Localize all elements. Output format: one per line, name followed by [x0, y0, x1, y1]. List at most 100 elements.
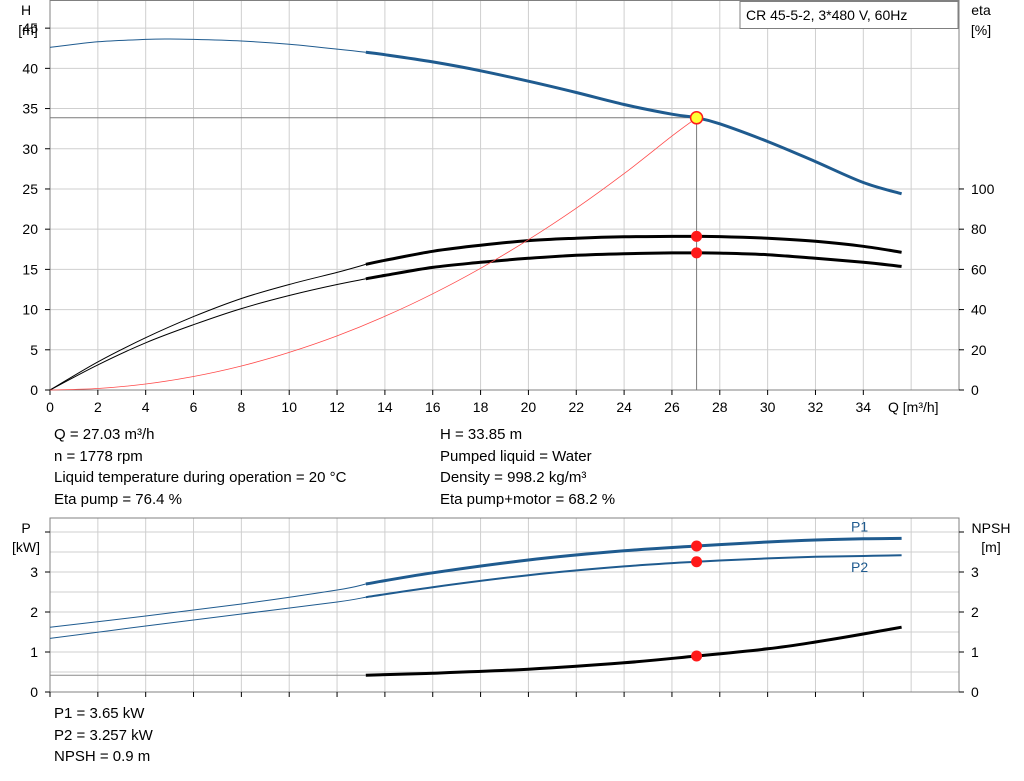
- eta-pump-readout: Eta pump = 76.4 %: [54, 490, 182, 508]
- npsh-axis-tick-label: 1: [971, 644, 979, 660]
- y-left-tick-label: 35: [22, 101, 38, 117]
- y-left-tick-label: 30: [22, 141, 38, 157]
- x-axis-label: Q [m³/h]: [888, 399, 939, 415]
- flow-readout: Q = 27.03 m³/h: [54, 426, 155, 443]
- power-npsh-chart: 0 0 1 1 2 2 3 3 P [kW] NPSH [m] P1 P2: [12, 517, 1011, 700]
- x-tick-label: 6: [190, 399, 198, 415]
- head-curve: [49, 38, 903, 196]
- power-marker: [691, 556, 703, 568]
- npsh-axis-name: NPSH: [972, 520, 1011, 536]
- y-left-tick-label: 15: [22, 261, 38, 277]
- y-right-axis-name: eta: [971, 2, 991, 18]
- power-info: P1 = 3.65 kW P2 = 3.257 kW NPSH = 0.9 m: [54, 703, 153, 768]
- system-curve: [49, 117, 697, 391]
- npsh-curve-bold: [365, 625, 902, 677]
- p2-curve-label: P2: [851, 559, 868, 575]
- x-tick-label: 14: [377, 399, 393, 415]
- p1-curve: [49, 536, 902, 628]
- x-tick-label: 0: [46, 399, 54, 415]
- x-tick-label: 32: [808, 399, 824, 415]
- eta-pump-curve-thin: [49, 263, 366, 391]
- y-right-tick-label: 0: [971, 382, 979, 398]
- npsh-axis-unit: [m]: [981, 539, 1000, 555]
- p-axis-tick-label: 0: [30, 684, 38, 700]
- y-right-axis-unit: [%]: [971, 22, 991, 38]
- y-left-axis-unit: [m]: [18, 22, 37, 38]
- x-tick-label: 4: [142, 399, 150, 415]
- chart-title-box: [739, 1, 959, 29]
- operating-info-left: Q = 27.03 m³/h n = 1778 rpm Liquid tempe…: [54, 424, 346, 510]
- power-marker: [691, 540, 703, 552]
- x-tick-label: 24: [616, 399, 632, 415]
- operating-point-marker: [689, 111, 704, 125]
- x-tick-label: 28: [712, 399, 728, 415]
- head-curve-thin: [49, 38, 366, 53]
- p1-curve-label: P1: [851, 518, 868, 534]
- p-axis-unit: [kW]: [12, 539, 40, 555]
- x-tick-label: 16: [425, 399, 441, 415]
- power-marker: [691, 650, 703, 662]
- npsh-axis-tick-label: 2: [971, 604, 979, 620]
- y-right-tick-label: 20: [971, 342, 987, 358]
- x-tick-label: 8: [237, 399, 245, 415]
- eta-marker: [691, 247, 703, 259]
- eta-pump-motor-curve-thin: [49, 278, 366, 391]
- y-right-tick-label: 40: [971, 302, 987, 318]
- p1-curve-bold: [365, 536, 902, 586]
- eta-pump-motor-curve-bold: [365, 251, 902, 281]
- eta-pump-curve: [49, 234, 902, 391]
- density-readout: Density = 998.2 kg/m³: [440, 469, 587, 486]
- bottom-plot-frame: [49, 517, 960, 693]
- y-left-tick-label: 5: [30, 342, 38, 358]
- y-left-axis-name: H: [21, 2, 31, 18]
- chart-title: CR 45-5-2, 3*480 V, 60Hz: [746, 7, 907, 23]
- y-left-tick-label: 45: [22, 20, 38, 36]
- p1-curve-thin: [49, 583, 366, 628]
- y-left-tick-label: 25: [22, 181, 38, 197]
- operating-info-right: H = 33.85 m Pumped liquid = Water Densit…: [440, 424, 615, 510]
- y-right-tick-label: 60: [971, 261, 987, 277]
- x-tick-label: 18: [473, 399, 489, 415]
- liquid-temperature-readout: Liquid temperature during operation = 20…: [54, 469, 347, 486]
- p2-readout: P2 = 3.257 kW: [54, 726, 153, 744]
- eta-pump-curve-bold: [365, 234, 902, 266]
- npsh-axis-tick-label: 0: [971, 684, 979, 700]
- eta-marker: [691, 230, 703, 242]
- p1-readout: P1 = 3.65 kW: [54, 705, 145, 722]
- p2-curve-bold: [365, 554, 902, 599]
- y-left-tick-label: 10: [22, 302, 38, 318]
- x-tick-label: 20: [521, 399, 537, 415]
- x-tick-label: 30: [760, 399, 776, 415]
- y-left-tick-label: 0: [30, 382, 38, 398]
- p-axis-tick-label: 1: [30, 644, 38, 660]
- pumped-liquid-readout: Pumped liquid = Water: [440, 447, 592, 465]
- speed-readout: n = 1778 rpm: [54, 447, 143, 465]
- x-tick-label: 12: [329, 399, 345, 415]
- npsh-curve: [50, 625, 902, 677]
- system-curve-thin: [49, 117, 697, 391]
- y-left-tick-label: 20: [22, 221, 38, 237]
- top-plot-frame: [49, 0, 960, 391]
- eta-pump-motor-readout: Eta pump+motor = 68.2 %: [440, 490, 616, 508]
- y-right-tick-label: 100: [971, 181, 995, 197]
- p-axis-name: P: [21, 520, 30, 536]
- x-tick-label: 26: [664, 399, 680, 415]
- npsh-axis-tick-label: 3: [971, 564, 979, 580]
- top-grid: [49, 0, 960, 391]
- npsh-readout: NPSH = 0.9 m: [54, 748, 151, 765]
- x-tick-label: 10: [281, 399, 297, 415]
- head-efficiency-chart: 0 2 4 6 8 10 12 14 16 18 20 22 24 26 28 30 32 34 Q [m³/h]0…: [18, 0, 995, 415]
- head-readout: H = 33.85 m: [440, 426, 523, 443]
- p2-curve: [49, 554, 902, 639]
- x-tick-label: 2: [94, 399, 102, 415]
- bottom-grid: [49, 518, 960, 693]
- head-curve-bold: [365, 50, 903, 196]
- p-axis-tick-label: 3: [30, 564, 38, 580]
- y-left-tick-label: 40: [22, 60, 38, 76]
- x-tick-label: 34: [856, 399, 872, 415]
- y-right-tick-label: 80: [971, 221, 987, 237]
- p2-curve-thin: [49, 596, 366, 639]
- x-tick-label: 22: [568, 399, 584, 415]
- eta-pump-motor-curve: [49, 251, 902, 391]
